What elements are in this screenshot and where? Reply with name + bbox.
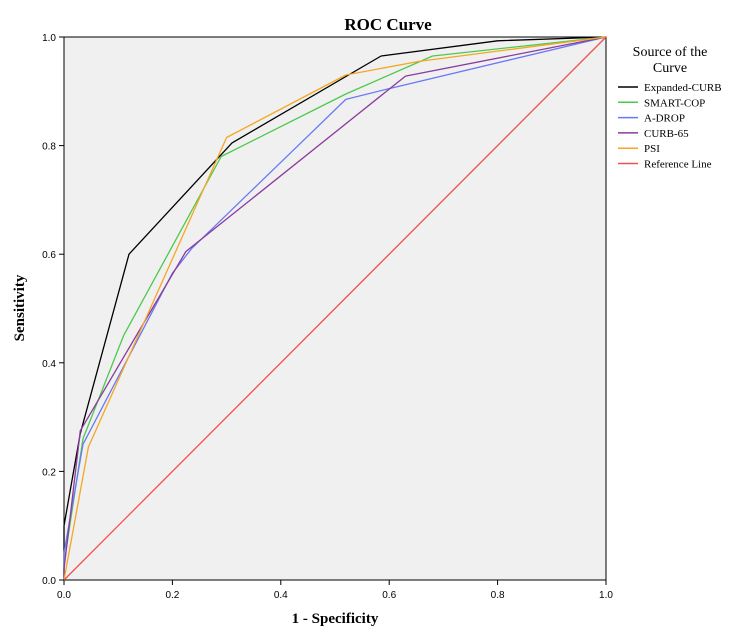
series-line-expanded-curb	[63, 36, 607, 580]
y-tick-label: 0.6	[42, 250, 56, 261]
y-tick-label: 0.4	[42, 359, 56, 370]
legend-title-line2: Curve	[653, 61, 687, 76]
legend: Source of the Curve Expanded-CURB SMART-C…	[618, 45, 722, 171]
y-tick-label: 0.8	[42, 142, 56, 153]
legend-label-a-drop: A-DROP	[644, 113, 685, 125]
series-line-psi	[63, 36, 607, 581]
x-tick-label: 0.4	[274, 590, 288, 601]
y-tick-label: 0.0	[42, 576, 56, 587]
legend-items: Expanded-CURB SMART-COP A-DROP CURB-65 PSI Re…	[618, 82, 722, 171]
legend-label-psi: PSI	[644, 143, 660, 155]
x-axis: 0.0 0.2 0.4 0.6 0.8 1.0	[57, 580, 613, 601]
legend-label-smart-cop: SMART-COP	[644, 97, 705, 109]
y-tick-label: 1.0	[42, 33, 56, 44]
series-layer	[63, 36, 607, 581]
y-axis: 0.0 0.2 0.4 0.6 0.8 1.0	[42, 33, 64, 587]
y-tick-label: 0.2	[42, 467, 56, 478]
legend-label-reference-line: Reference Line	[644, 159, 712, 171]
x-tick-label: 0.6	[382, 590, 396, 601]
x-tick-label: 0.0	[57, 590, 71, 601]
chart-title: ROC Curve	[344, 15, 432, 34]
legend-label-curb-65: CURB-65	[644, 128, 689, 140]
series-line-reference-line	[63, 36, 607, 581]
x-axis-label: 1 - Specificity	[292, 611, 379, 627]
series-line-curb-65	[63, 36, 607, 580]
series-line-a-drop	[63, 36, 607, 580]
legend-label-expanded-curb: Expanded-CURB	[644, 82, 722, 94]
legend-title-line1: Source of the	[633, 45, 708, 60]
x-tick-label: 0.8	[491, 590, 505, 601]
x-tick-label: 0.2	[165, 590, 179, 601]
x-tick-label: 1.0	[599, 590, 613, 601]
y-axis-label: Sensitivity	[12, 274, 28, 341]
